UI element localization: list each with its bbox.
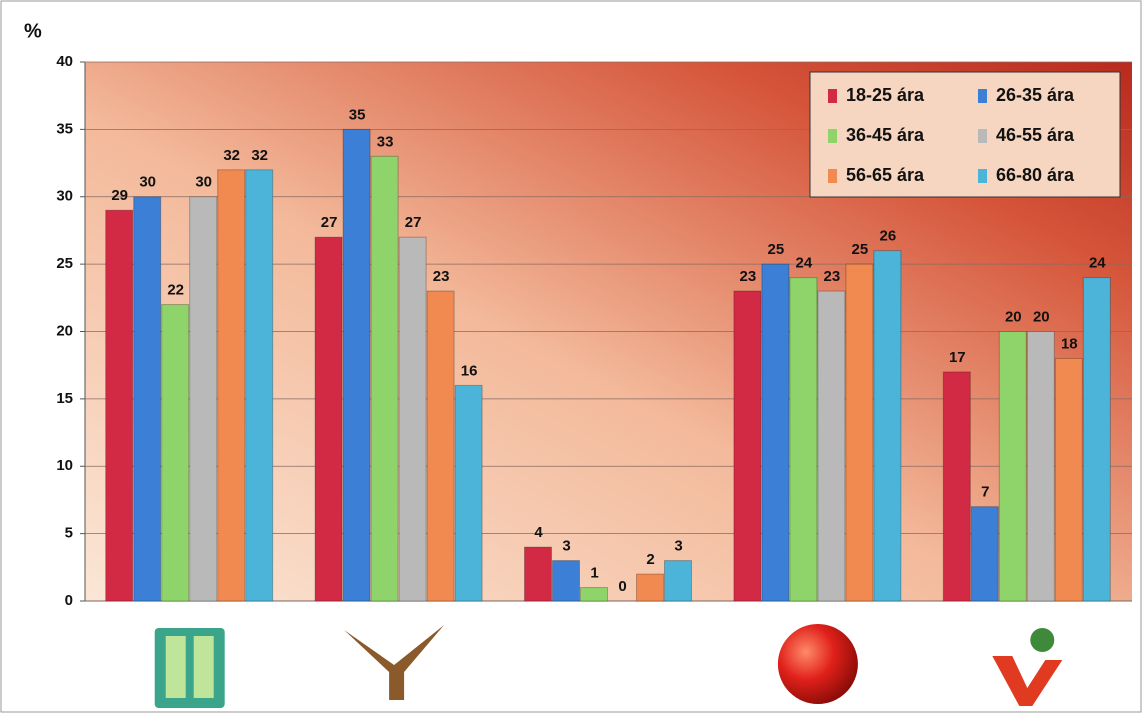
data-label: 3 [562,538,570,555]
bar [398,236,427,602]
data-label: 30 [139,174,156,191]
legend-box [809,71,1121,198]
data-label: 23 [740,268,757,285]
data-label: 22 [167,282,184,299]
y-tick-label: 5 [65,525,73,542]
bar [789,277,818,602]
data-label: 20 [1033,308,1050,325]
legend-label: 66-80 ára [996,165,1075,185]
icon-part [777,624,858,704]
y-tick-label: 35 [56,120,73,137]
legend-label: 18-25 ára [846,85,925,105]
data-label: 7 [981,484,989,501]
icon-part [1030,628,1055,652]
data-label: 16 [461,362,478,379]
data-label: 26 [880,228,897,245]
category-icons [154,624,1063,708]
y-axis-label: % [24,20,42,42]
bar [552,560,580,602]
bar [524,546,552,602]
y-tick-label: 40 [56,53,73,70]
bar [1026,331,1055,602]
data-label: 17 [949,349,966,366]
bar [133,196,162,602]
bar [998,331,1027,602]
data-label: 0 [618,578,626,595]
data-label: 2 [646,551,654,568]
data-label: 23 [824,268,841,285]
data-label: 32 [251,147,268,164]
legend-label: 36-45 ára [846,125,925,145]
y-tick-label: 15 [56,390,73,407]
bar [1082,277,1111,602]
bar [970,506,999,602]
legend-swatch [978,129,987,143]
bar [161,304,190,602]
bar [105,209,134,602]
data-label: 1 [590,564,598,581]
bar [817,290,846,602]
data-label: 4 [534,524,543,541]
data-label: 24 [1089,255,1106,272]
y-tick-label: 0 [65,592,73,609]
icon-part [165,636,186,698]
bar [1054,357,1083,602]
legend-label: 26-35 ára [996,85,1075,105]
icon-part [154,628,225,708]
data-label: 35 [349,106,366,123]
bar [454,384,483,602]
bar [426,290,455,602]
data-label: 29 [111,187,128,204]
data-label: 23 [433,268,450,285]
y-tick-label: 25 [56,255,73,272]
icon-part [193,636,214,698]
bar [873,250,902,602]
bar [342,128,371,602]
data-label: 18 [1061,335,1078,352]
data-label: 27 [405,214,422,231]
bar [636,573,664,602]
data-label: 25 [852,241,869,258]
data-label: 27 [321,214,338,231]
data-label: 32 [223,147,240,164]
data-label: 30 [195,174,212,191]
legend-label: 46-55 ára [996,125,1075,145]
legend-swatch [978,89,987,103]
legend-swatch [828,169,837,183]
bar [245,169,274,602]
data-label: 20 [1005,308,1022,325]
bar [580,587,608,602]
legend-label: 56-65 ára [846,165,925,185]
y-tick-label: 20 [56,322,73,339]
data-label: 25 [768,241,785,258]
data-label: 24 [796,255,813,272]
bar [370,155,399,602]
icon-part [344,625,445,700]
data-label: 33 [377,133,394,150]
bar [217,169,246,602]
bar [942,371,971,602]
icon-part [992,656,1063,706]
bar [314,236,343,602]
bar [761,263,790,602]
bar [733,290,762,602]
legend-swatch [978,169,987,183]
legend-swatch [828,129,837,143]
y-tick-label: 10 [56,457,73,474]
bar [189,196,218,602]
bar [845,263,874,602]
y-tick-label: 30 [56,188,73,205]
bar [664,560,692,602]
legend-swatch [828,89,837,103]
data-label: 3 [674,538,682,555]
